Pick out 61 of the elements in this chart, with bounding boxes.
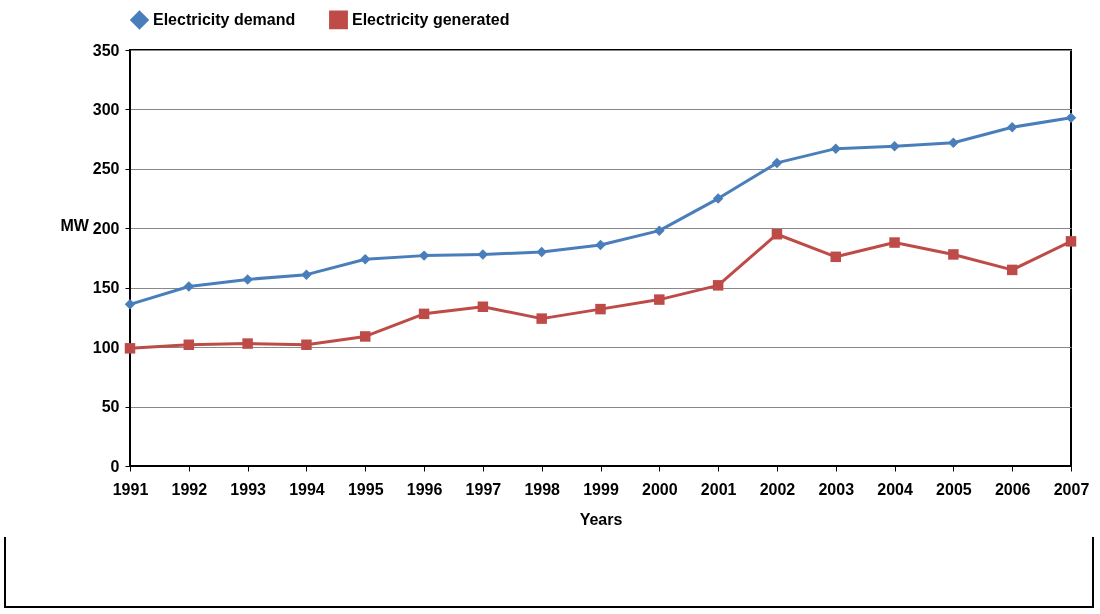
point bbox=[830, 251, 841, 263]
y-tick-label: 150 bbox=[92, 279, 120, 297]
legend-label: Electricity generated bbox=[352, 10, 510, 28]
point bbox=[654, 294, 665, 305]
x-tick-label: 1999 bbox=[583, 480, 619, 498]
x-tick-label: 1995 bbox=[347, 480, 384, 498]
point bbox=[477, 301, 489, 312]
point bbox=[595, 303, 606, 315]
x-tick-label: 2007 bbox=[1053, 480, 1090, 498]
x-tick-label: 2003 bbox=[818, 480, 855, 498]
y-tick-label: 250 bbox=[92, 160, 120, 178]
y-tick-label: 50 bbox=[101, 398, 120, 416]
y-tick-label: 200 bbox=[92, 219, 120, 237]
x-axis-title: Years bbox=[579, 510, 623, 528]
x-tick-label: 2000 bbox=[642, 480, 678, 498]
point bbox=[360, 331, 371, 342]
point bbox=[712, 193, 724, 204]
point bbox=[712, 280, 724, 291]
x-tick-label: 2006 bbox=[994, 480, 1031, 498]
point bbox=[948, 137, 959, 148]
point bbox=[124, 299, 136, 310]
point bbox=[889, 237, 900, 248]
x-tick-label: 1998 bbox=[524, 480, 561, 498]
point bbox=[830, 143, 841, 154]
y-tick-label: 0 bbox=[110, 457, 120, 475]
point bbox=[183, 281, 195, 292]
point bbox=[889, 141, 900, 152]
point bbox=[654, 225, 665, 236]
point bbox=[183, 339, 195, 351]
x-tick-label: 1992 bbox=[171, 480, 208, 498]
x-tick-label: 1997 bbox=[465, 480, 502, 498]
point bbox=[360, 253, 371, 265]
point bbox=[1065, 236, 1077, 247]
x-tick-label: 1993 bbox=[230, 480, 267, 498]
y-tick-label: 100 bbox=[92, 338, 120, 356]
x-tick-label: 1996 bbox=[406, 480, 443, 498]
x-tick-label: 2002 bbox=[759, 480, 796, 498]
y-tick-label: 350 bbox=[92, 41, 120, 59]
point bbox=[242, 274, 253, 285]
legend-label: Electricity demand bbox=[153, 10, 296, 28]
y-tick-label: 300 bbox=[92, 100, 120, 118]
point bbox=[948, 249, 959, 260]
point bbox=[242, 338, 253, 349]
x-tick-label: 2004 bbox=[877, 480, 913, 498]
point bbox=[418, 308, 430, 320]
point bbox=[771, 157, 783, 169]
x-tick-label: 2001 bbox=[700, 480, 737, 498]
point bbox=[301, 269, 312, 280]
x-tick-label: 2005 bbox=[936, 480, 972, 498]
point bbox=[536, 313, 547, 324]
point bbox=[771, 228, 783, 240]
point bbox=[1065, 112, 1077, 123]
point bbox=[124, 343, 136, 354]
point bbox=[536, 246, 547, 258]
y-axis-title: MW bbox=[60, 216, 90, 234]
point bbox=[1006, 122, 1018, 133]
point bbox=[595, 239, 606, 251]
x-tick-label: 1991 bbox=[112, 480, 149, 498]
point bbox=[301, 339, 312, 351]
x-tick-label: 1994 bbox=[289, 480, 325, 498]
point bbox=[1006, 264, 1018, 276]
